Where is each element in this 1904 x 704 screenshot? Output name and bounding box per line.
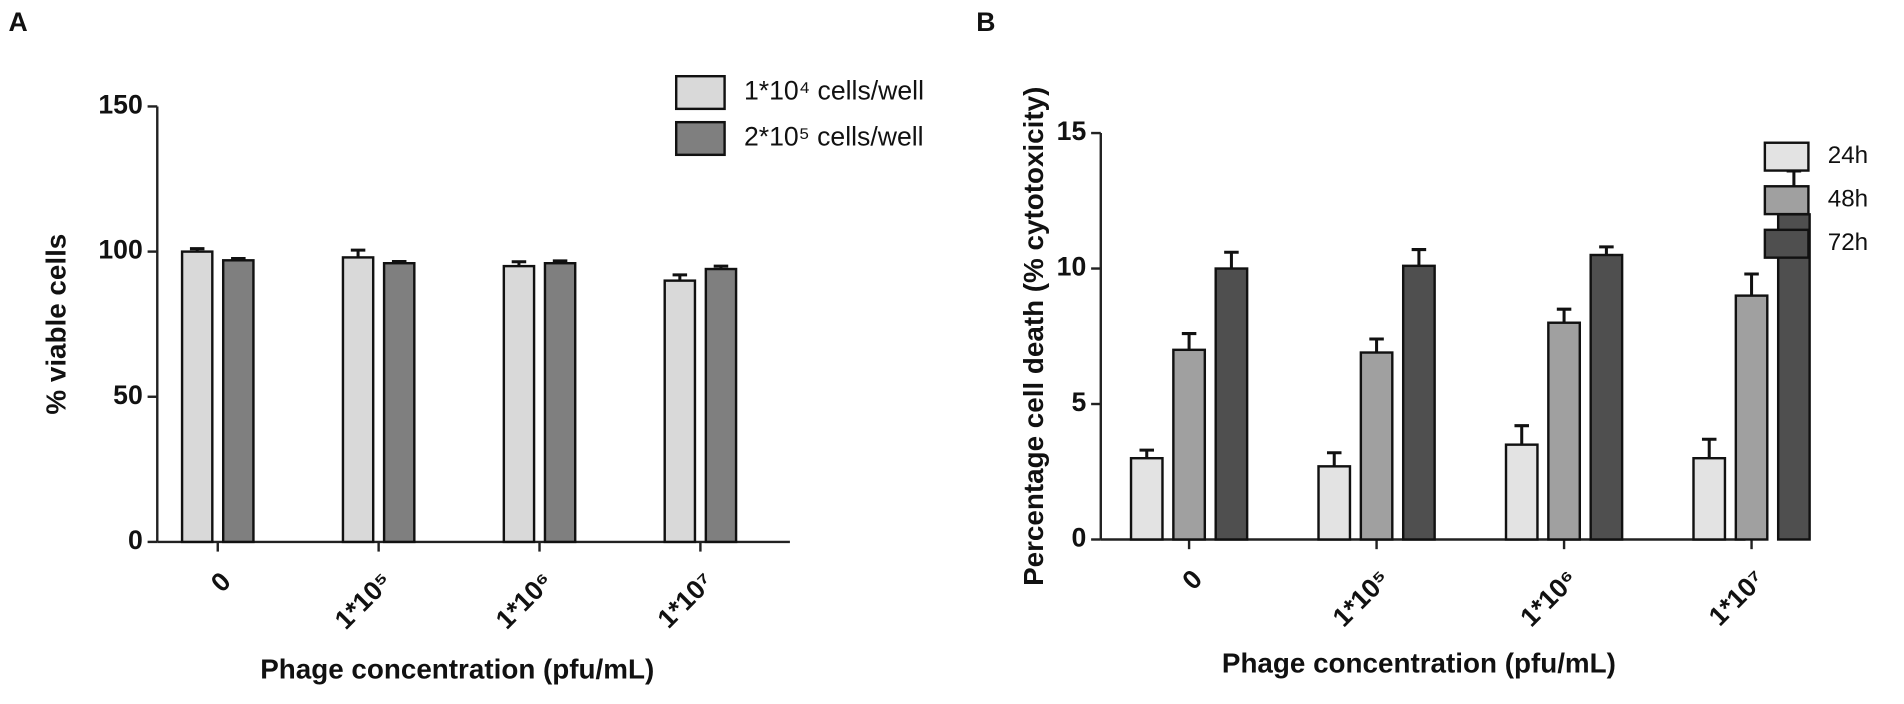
bar (1734, 294, 1769, 541)
error-bar (1224, 250, 1239, 269)
bar (1504, 443, 1539, 541)
error-bar (1181, 332, 1197, 350)
y-tick-label: 0 (1071, 523, 1086, 553)
bar (1214, 267, 1249, 541)
bar (1776, 213, 1811, 541)
bar (1589, 253, 1624, 541)
bar (502, 264, 536, 544)
y-tick-label: 150 (98, 89, 142, 119)
legend-label: 48h (1828, 186, 1868, 213)
bar (1359, 351, 1394, 541)
y-tick-label: 50 (113, 380, 143, 410)
bar (1547, 321, 1582, 541)
error-bar (1411, 248, 1427, 266)
bar (543, 262, 577, 544)
y-axis-title: % viable cells (40, 234, 71, 415)
y-tick-label: 0 (128, 525, 143, 555)
legend-swatch (674, 120, 726, 157)
error-bar (1326, 451, 1342, 467)
error-bar (1744, 272, 1759, 296)
legend-swatch (1763, 185, 1810, 216)
y-tick-label: 5 (1071, 387, 1086, 417)
x-tick-label: 1*10⁶ (490, 566, 559, 635)
error-bar (1369, 337, 1384, 353)
legend-label: 24h (1828, 142, 1868, 169)
y-tick-label: 100 (98, 235, 142, 265)
error-bar (1514, 424, 1529, 445)
panel-label: A (8, 7, 27, 37)
y-axis-title: Percentage cell death (% cytotoxicity) (1018, 87, 1049, 586)
bar (1317, 465, 1352, 541)
bar (1129, 456, 1164, 541)
x-tick-label: 0 (1176, 564, 1208, 596)
bar (180, 250, 214, 544)
y-tick-label: 15 (1057, 116, 1087, 146)
legend-label: 2*10⁵ cells/well (744, 122, 924, 152)
bar (1172, 348, 1207, 541)
legend-swatch (1763, 141, 1810, 172)
bar (341, 256, 375, 544)
legend-swatch (1763, 228, 1810, 259)
x-tick-label: 1*10⁷ (1703, 564, 1771, 632)
bar (221, 259, 255, 544)
bar (1692, 456, 1727, 541)
x-tick-label: 1*10⁵ (1327, 564, 1396, 633)
error-bar (1556, 307, 1572, 323)
legend-swatch (674, 74, 726, 111)
legend-label: 72h (1828, 229, 1868, 256)
x-axis-title: Phage concentration (pfu/mL) (260, 654, 654, 685)
error-bar (1701, 437, 1717, 459)
x-tick-label: 0 (205, 566, 237, 598)
bar (1401, 264, 1436, 541)
x-tick-label: 1*10⁵ (329, 566, 398, 635)
x-axis-title: Phage concentration (pfu/mL) (1222, 648, 1616, 679)
bar (382, 262, 416, 544)
y-tick-label: 10 (1057, 252, 1087, 282)
error-bar (1599, 245, 1614, 255)
error-bar (1139, 448, 1155, 459)
legend-label: 1*10⁴ cells/well (744, 76, 924, 106)
x-tick-label: 1*10⁷ (652, 566, 720, 634)
x-tick-label: 1*10⁶ (1514, 564, 1583, 633)
bar (704, 267, 738, 544)
bar (663, 279, 697, 544)
panel-label: B (976, 7, 995, 37)
